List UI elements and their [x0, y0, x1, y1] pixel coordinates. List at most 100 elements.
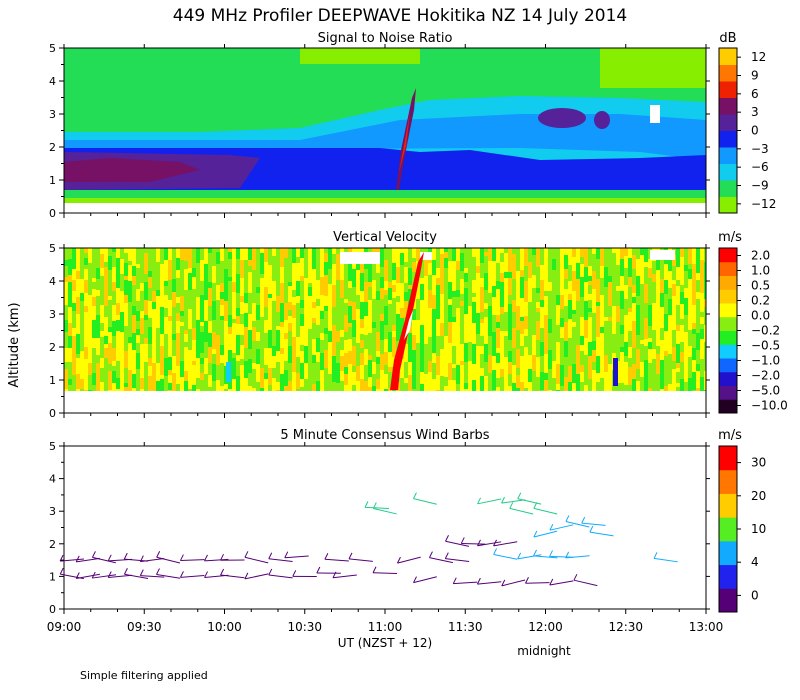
vv-cell [248, 330, 253, 349]
vv-cell [612, 278, 617, 299]
vv-cell [336, 331, 341, 342]
vv-cell [80, 267, 85, 279]
vv-cell [304, 328, 309, 346]
vv-cell [420, 308, 425, 325]
vv-cell [492, 315, 497, 332]
vv-cell [304, 260, 309, 272]
vv-cell [344, 315, 349, 332]
vv-cell [612, 325, 617, 334]
vv-cell [92, 385, 97, 396]
vv-cell [500, 377, 505, 398]
vv-cell [584, 320, 589, 338]
vv-cell [372, 386, 377, 393]
vv-cell [572, 314, 577, 322]
vv-cell [476, 371, 481, 392]
wind-barb-flag [493, 539, 497, 547]
vv-cell [640, 377, 645, 397]
vv-cell [352, 302, 357, 312]
wind-barb-flag [316, 566, 321, 574]
vv-cell [596, 297, 601, 302]
vv-cell [132, 285, 137, 306]
vv-cell [84, 265, 89, 269]
vv-cell [200, 260, 205, 267]
vv-cell [264, 287, 269, 307]
vv-cell [268, 368, 273, 385]
vv-cell [316, 334, 321, 338]
snr-gap-white [650, 105, 660, 123]
vv-cell [320, 264, 325, 277]
vv-cell [160, 248, 165, 264]
vv-cell [88, 375, 93, 390]
vv-cell [88, 274, 93, 295]
vv-gap [420, 252, 432, 260]
vv-cell [220, 305, 225, 316]
vv-cell [656, 294, 661, 305]
vv-cell [268, 315, 273, 330]
vv-cell [148, 301, 153, 318]
vv-cell [572, 291, 577, 295]
vv-cell [136, 268, 141, 289]
wind-colorbar-swatch [719, 469, 737, 494]
vv-cell [480, 329, 485, 336]
vv-cell [380, 248, 385, 267]
wind-colorbar-swatch [719, 588, 737, 613]
vv-cell [376, 351, 381, 357]
wind-barb-flag [107, 554, 112, 562]
y-tick-label: 3 [49, 308, 56, 321]
vv-cell [600, 333, 605, 343]
vv-cell [332, 356, 337, 369]
snr-colorbar-swatch [719, 64, 737, 82]
wind-barb-flag [509, 502, 514, 509]
vv-cell [660, 328, 665, 340]
vv-cell [236, 376, 241, 391]
vv-cell [108, 256, 113, 270]
vv-cell [668, 347, 673, 354]
vv-cell [564, 306, 569, 322]
vv-cell [248, 314, 253, 330]
vv-cell [624, 315, 629, 334]
vv-cell [100, 323, 105, 331]
vv-cell [488, 323, 493, 336]
vv-cell [656, 318, 661, 330]
vv-cell [652, 375, 657, 395]
wind-barb [204, 558, 229, 562]
vv-cell [324, 296, 329, 306]
vv-cell [512, 365, 517, 374]
vv-cell [320, 295, 325, 311]
vv-cell [168, 248, 173, 260]
vv-cell [156, 363, 161, 381]
y-tick-label: 5 [49, 440, 56, 453]
vv-cell [88, 295, 93, 310]
vv-gap [650, 250, 675, 260]
vv-cell [664, 300, 669, 314]
vv-cell [420, 300, 425, 308]
vv-cell [156, 311, 161, 328]
vv-cell [68, 313, 73, 323]
vv-cell [572, 295, 577, 310]
vv-cell [116, 258, 121, 270]
vv-cell [520, 382, 525, 393]
vv-cell [432, 328, 437, 347]
vv-cell [144, 282, 149, 300]
vv-cell [628, 347, 633, 358]
vv-cell [348, 281, 353, 288]
vv-cell [584, 267, 589, 282]
vv-cell [628, 248, 633, 258]
vv-cell [152, 340, 157, 358]
vv-cell [572, 364, 577, 383]
vv-cell [128, 256, 133, 261]
vv-cell [120, 341, 125, 361]
vv-cell [492, 363, 497, 370]
vv-cell [700, 329, 705, 339]
vv-cell [688, 269, 693, 279]
vv-cell [176, 270, 181, 278]
vv-cell [188, 329, 193, 339]
vv-cell [544, 283, 549, 291]
vv-cell [280, 354, 285, 374]
vv-cell [440, 349, 445, 367]
vv-cell [256, 320, 261, 332]
vv-cell [232, 323, 237, 334]
vv-cell [636, 335, 641, 349]
vv-cell [400, 248, 405, 253]
vv-cell [560, 338, 565, 344]
